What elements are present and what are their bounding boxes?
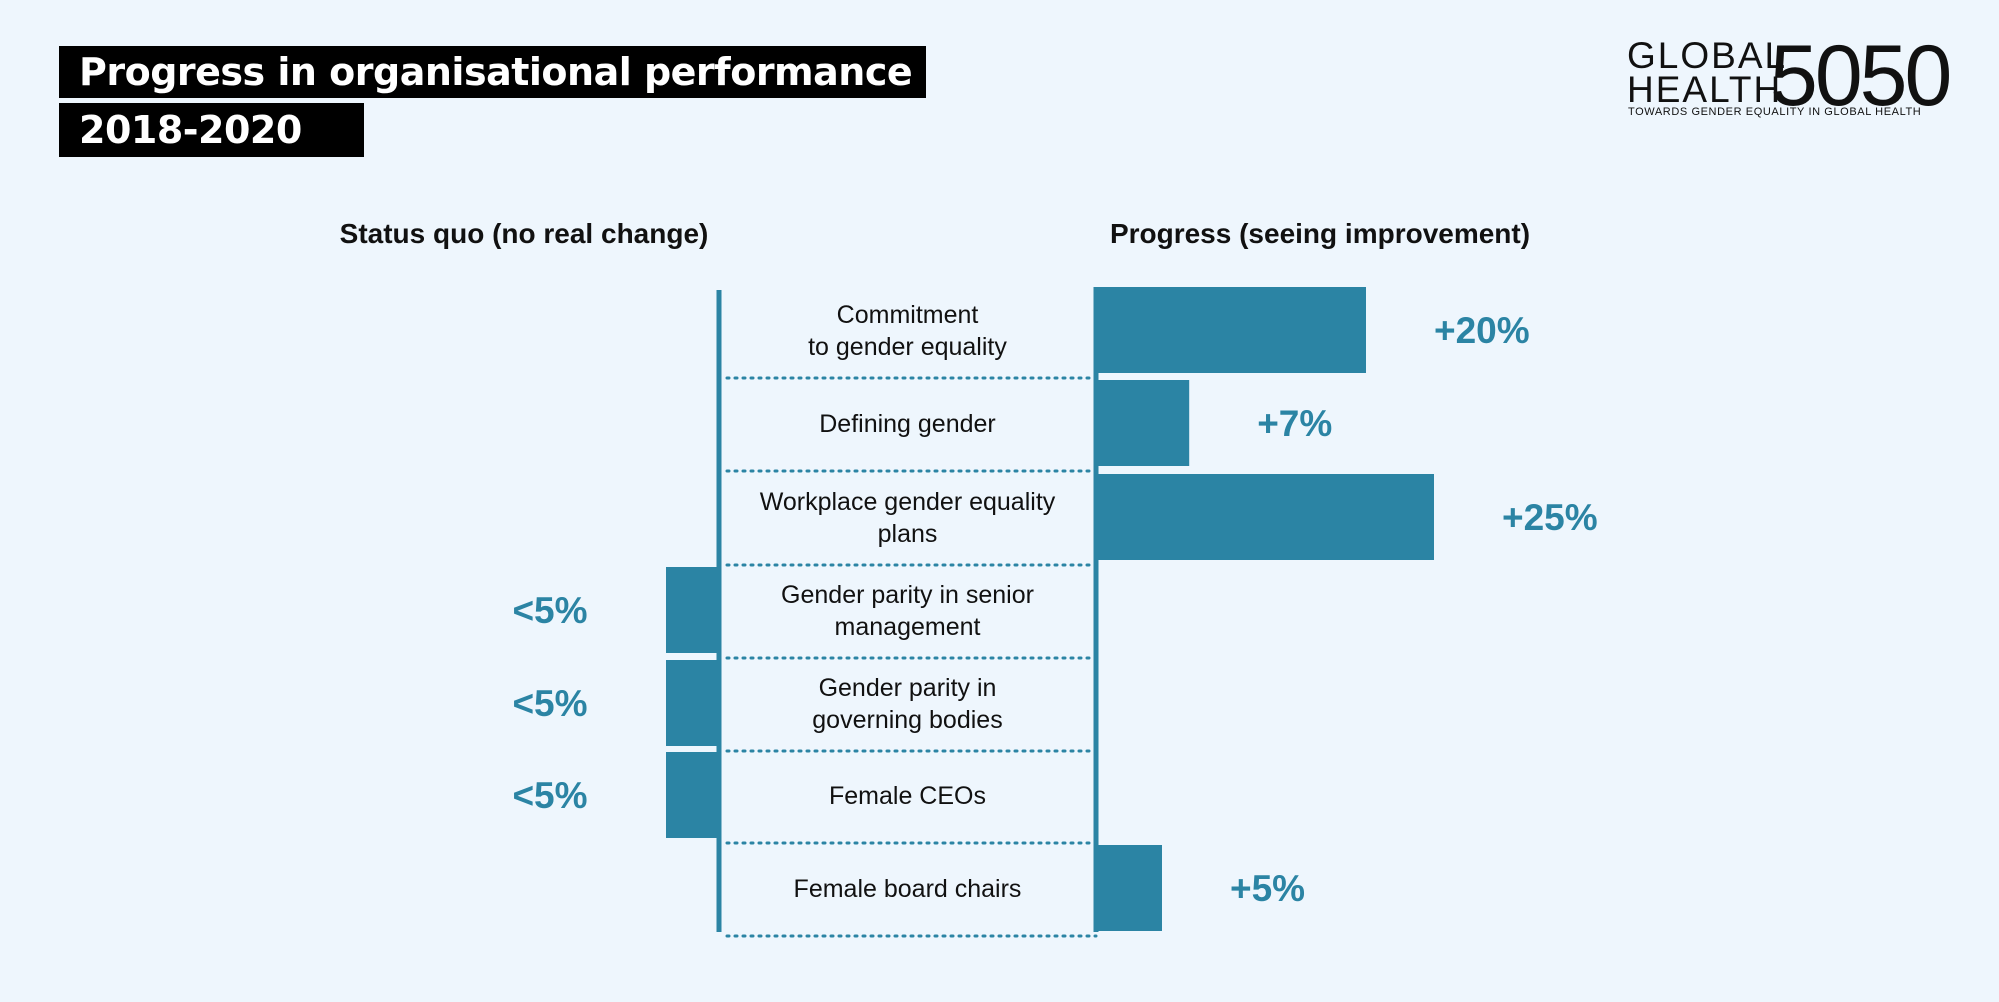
category-label: Female CEOs [829,782,986,810]
logo-word-global: GLOBAL [1627,35,1788,76]
category-label-line: Workplace gender equality [760,488,1056,516]
category-label-line: Commitment [837,301,979,329]
logo-number: 5050 [1770,28,1952,124]
status-quo-bar [666,567,721,653]
progress-bar [1094,380,1190,466]
progress-value-label: +20% [1434,310,1530,351]
status-quo-bar [666,752,721,838]
category-label: Defining gender [819,410,996,438]
progress-bar [1094,845,1162,931]
chart-subtitle: 2018-2020 [59,103,364,157]
logo-tagline: TOWARDS GENDER EQUALITY IN GLOBAL HEALTH [1628,106,1922,118]
category-label: Commitment to gender equality [808,301,1007,361]
category-label: Gender parity in senior management [781,581,1034,641]
progress-value-label: +5% [1230,868,1305,909]
category-label-line: to gender equality [808,333,1007,361]
chart-marks: Commitment to gender equality +20% Defining… [512,287,1598,938]
category-label-line: management [835,613,981,641]
progress-value-label: +25% [1502,497,1598,538]
right-header: Progress (seeing improvement) [1110,218,1530,249]
chart-title: Progress in organisational performance [59,46,926,98]
category-label-line: Female board chairs [794,875,1022,903]
category-label: Female board chairs [794,875,1022,903]
category-label: Workplace gender equality plans [760,488,1056,548]
left-header: Status quo (no real change) [340,218,709,249]
category-label-line: plans [878,520,938,548]
status-quo-bar [666,660,721,746]
category-label: Gender parity in governing bodies [812,674,1002,734]
logo-word-health: HEALTH [1627,69,1783,110]
category-label-line: Gender parity in [819,674,997,702]
category-label-line: Female CEOs [829,782,986,810]
status-quo-value-label: <5% [512,775,587,816]
progress-value-label: +7% [1257,403,1332,444]
progress-bar [1094,287,1366,373]
status-quo-value-label: <5% [512,683,587,724]
category-label-line: Defining gender [819,410,996,438]
category-label-line: Gender parity in senior [781,581,1034,609]
status-quo-value-label: <5% [512,590,587,631]
category-label-line: governing bodies [812,706,1002,734]
progress-bar [1094,474,1434,560]
